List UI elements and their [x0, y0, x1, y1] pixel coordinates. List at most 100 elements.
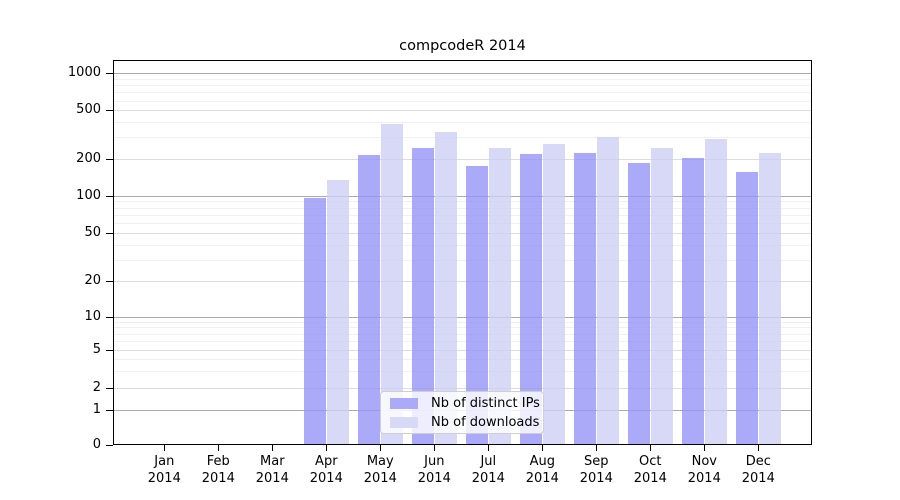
y-tick-mark: [106, 316, 113, 318]
chart-title: compcodeR 2014: [399, 38, 526, 54]
y-axis-tick-label: 10: [84, 308, 101, 324]
x-axis-tick-label: Jun 2014: [417, 454, 451, 486]
x-tick-mark: [650, 445, 652, 451]
gridline-major: [113, 232, 812, 234]
y-axis-tick-label: 5: [92, 342, 101, 357]
gridline-minor: [113, 244, 812, 246]
x-axis-tick-label: Apr 2014: [309, 454, 343, 486]
x-tick-mark: [542, 445, 544, 451]
x-tick-mark: [218, 445, 220, 451]
x-tick-mark: [434, 445, 436, 451]
x-axis-tick-label: May 2014: [363, 454, 397, 486]
x-axis-tick-label: Mar 2014: [255, 454, 289, 486]
y-axis-tick-label: 1000: [67, 65, 101, 81]
bar-sep-distinct-ips: [573, 152, 596, 445]
gridline-minor: [113, 371, 812, 373]
gridline-major: [113, 159, 812, 160]
y-tick-mark: [106, 409, 113, 411]
gridline-major: [113, 388, 812, 390]
legend-item-distinct-ips: Nb of distinct IPs: [390, 396, 540, 411]
legend-item-downloads: Nb of downloads: [390, 415, 539, 430]
bar-may-distinct-ips: [357, 154, 380, 445]
x-tick-mark: [488, 445, 490, 451]
gridline-minor: [113, 321, 812, 323]
y-axis-tick-label: 2: [92, 380, 101, 396]
legend-swatch-downloads-icon: [390, 416, 418, 428]
gridline-major: [113, 281, 812, 282]
gridline-minor: [113, 333, 812, 335]
y-axis-tick-label: 50: [84, 224, 101, 240]
gridline-minor: [113, 201, 812, 203]
bar-jul-distinct-ips: [465, 166, 488, 445]
gridline-minor: [113, 341, 812, 343]
gridline-minor: [113, 85, 812, 87]
x-tick-mark: [272, 445, 274, 451]
gridline-minor: [113, 207, 812, 209]
legend-label: Nb of downloads: [431, 414, 540, 430]
bar-jul-downloads: [488, 148, 511, 445]
gridline-major: [113, 110, 812, 112]
bar-aug-distinct-ips: [519, 154, 542, 445]
y-tick-mark: [106, 445, 113, 447]
x-tick-mark: [596, 445, 598, 451]
x-axis-tick-label: Oct 2014: [633, 454, 667, 486]
y-axis-tick-label: 200: [76, 151, 101, 166]
x-axis-tick-label: Aug 2014: [525, 454, 559, 486]
gridline-minor: [113, 223, 812, 224]
y-tick-mark: [106, 388, 113, 390]
gridline-minor: [113, 137, 812, 139]
y-tick-mark: [106, 110, 113, 112]
gridline-minor: [113, 259, 812, 261]
bar-dec-downloads: [758, 152, 781, 445]
y-tick-mark: [106, 350, 113, 352]
gridline-minor: [113, 122, 812, 124]
gridline-minor: [113, 214, 812, 216]
bar-jun-downloads: [434, 132, 457, 445]
gridline-minor: [113, 78, 812, 80]
x-tick-mark: [326, 445, 328, 451]
gridline-minor: [113, 359, 812, 361]
y-axis-tick-label: 1: [92, 401, 101, 417]
gridline-minor: [113, 327, 812, 329]
x-axis-tick-label: Jul 2014: [471, 454, 505, 486]
legend-label: Nb of distinct IPs: [431, 395, 540, 411]
x-tick-mark: [758, 445, 760, 451]
y-axis-tick-label: 100: [76, 187, 101, 203]
gridline-major: [113, 73, 812, 75]
bar-apr-downloads: [326, 179, 349, 445]
bar-oct-downloads: [650, 147, 673, 445]
legend: Nb of distinct IPs Nb of downloads: [380, 391, 544, 434]
x-axis-tick-label: Jan 2014: [147, 454, 181, 486]
legend-swatch-distinct-ips-icon: [390, 397, 418, 409]
gridline-major: [113, 316, 812, 318]
y-axis-tick-label: 20: [84, 273, 101, 288]
y-tick-mark: [106, 195, 113, 197]
bar-nov-downloads: [704, 139, 727, 445]
bar-sep-downloads: [596, 137, 619, 445]
bar-jun-distinct-ips: [411, 148, 434, 445]
bar-may-downloads: [380, 124, 403, 445]
bar-aug-downloads: [542, 144, 565, 445]
y-tick-mark: [106, 232, 113, 234]
bar-nov-distinct-ips: [681, 157, 704, 445]
gridline-major: [113, 350, 812, 351]
y-axis-tick-label: 500: [76, 102, 101, 118]
gridline-minor: [113, 92, 812, 94]
y-axis-tick-label: 0: [92, 437, 101, 452]
x-axis-tick-label: Dec 2014: [741, 454, 775, 486]
y-tick-mark: [106, 159, 113, 161]
bar-apr-distinct-ips: [303, 198, 326, 445]
x-tick-mark: [380, 445, 382, 451]
x-tick-mark: [704, 445, 706, 451]
y-tick-mark: [106, 73, 113, 75]
x-tick-mark: [164, 445, 166, 451]
gridline-major: [113, 195, 812, 197]
x-axis-tick-label: Nov 2014: [687, 454, 721, 486]
bar-oct-distinct-ips: [627, 162, 650, 445]
x-axis-tick-label: Feb 2014: [201, 454, 235, 486]
bar-dec-distinct-ips: [735, 171, 758, 445]
x-axis-tick-label: Sep 2014: [579, 454, 613, 486]
y-tick-mark: [106, 281, 113, 283]
gridline-minor: [113, 100, 812, 102]
